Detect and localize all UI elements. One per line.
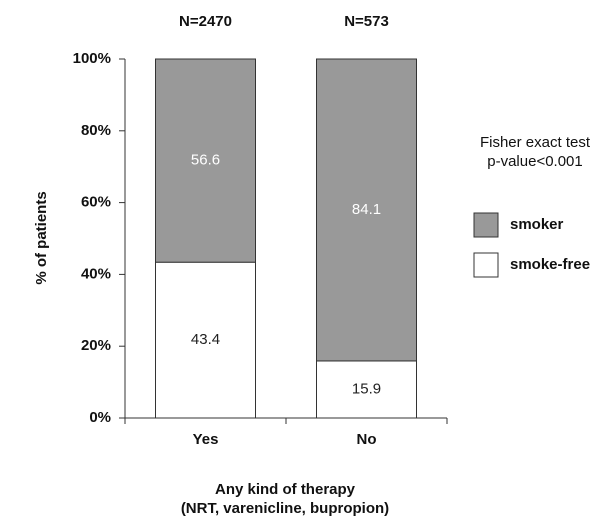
y-tick-label: 60% (81, 194, 111, 211)
value-label: 15.9 (352, 380, 381, 397)
annotation: Fisher exact test (480, 134, 591, 151)
y-tick-label: 0% (89, 409, 111, 426)
y-tick-label: 80% (81, 122, 111, 139)
category-annotation: N=2470 (179, 13, 232, 30)
value-label: 56.6 (191, 152, 220, 169)
x-axis-label: Any kind of therapy (215, 481, 356, 498)
bar-segment (155, 261, 256, 419)
y-tick-label: 40% (81, 265, 111, 282)
category-annotation: N=573 (344, 13, 389, 30)
x-tick-label: No (357, 431, 377, 448)
y-tick-label: 20% (81, 337, 111, 354)
legend-swatch (473, 212, 499, 238)
value-label: 84.1 (352, 201, 381, 218)
y-axis-label: % of patients (33, 191, 50, 284)
x-tick-label: Yes (193, 431, 219, 448)
legend-swatch (473, 252, 499, 278)
value-label: 43.4 (191, 331, 220, 348)
annotation: p-value<0.001 (487, 153, 583, 170)
bar-segment (155, 58, 256, 263)
y-tick-label: 100% (73, 50, 111, 67)
legend-label: smoke-free (510, 256, 590, 273)
bar-segment (316, 58, 417, 362)
x-axis-label: (NRT, varenicline, bupropion) (181, 500, 389, 517)
legend-label: smoker (510, 216, 564, 233)
bar-segment (316, 360, 417, 419)
